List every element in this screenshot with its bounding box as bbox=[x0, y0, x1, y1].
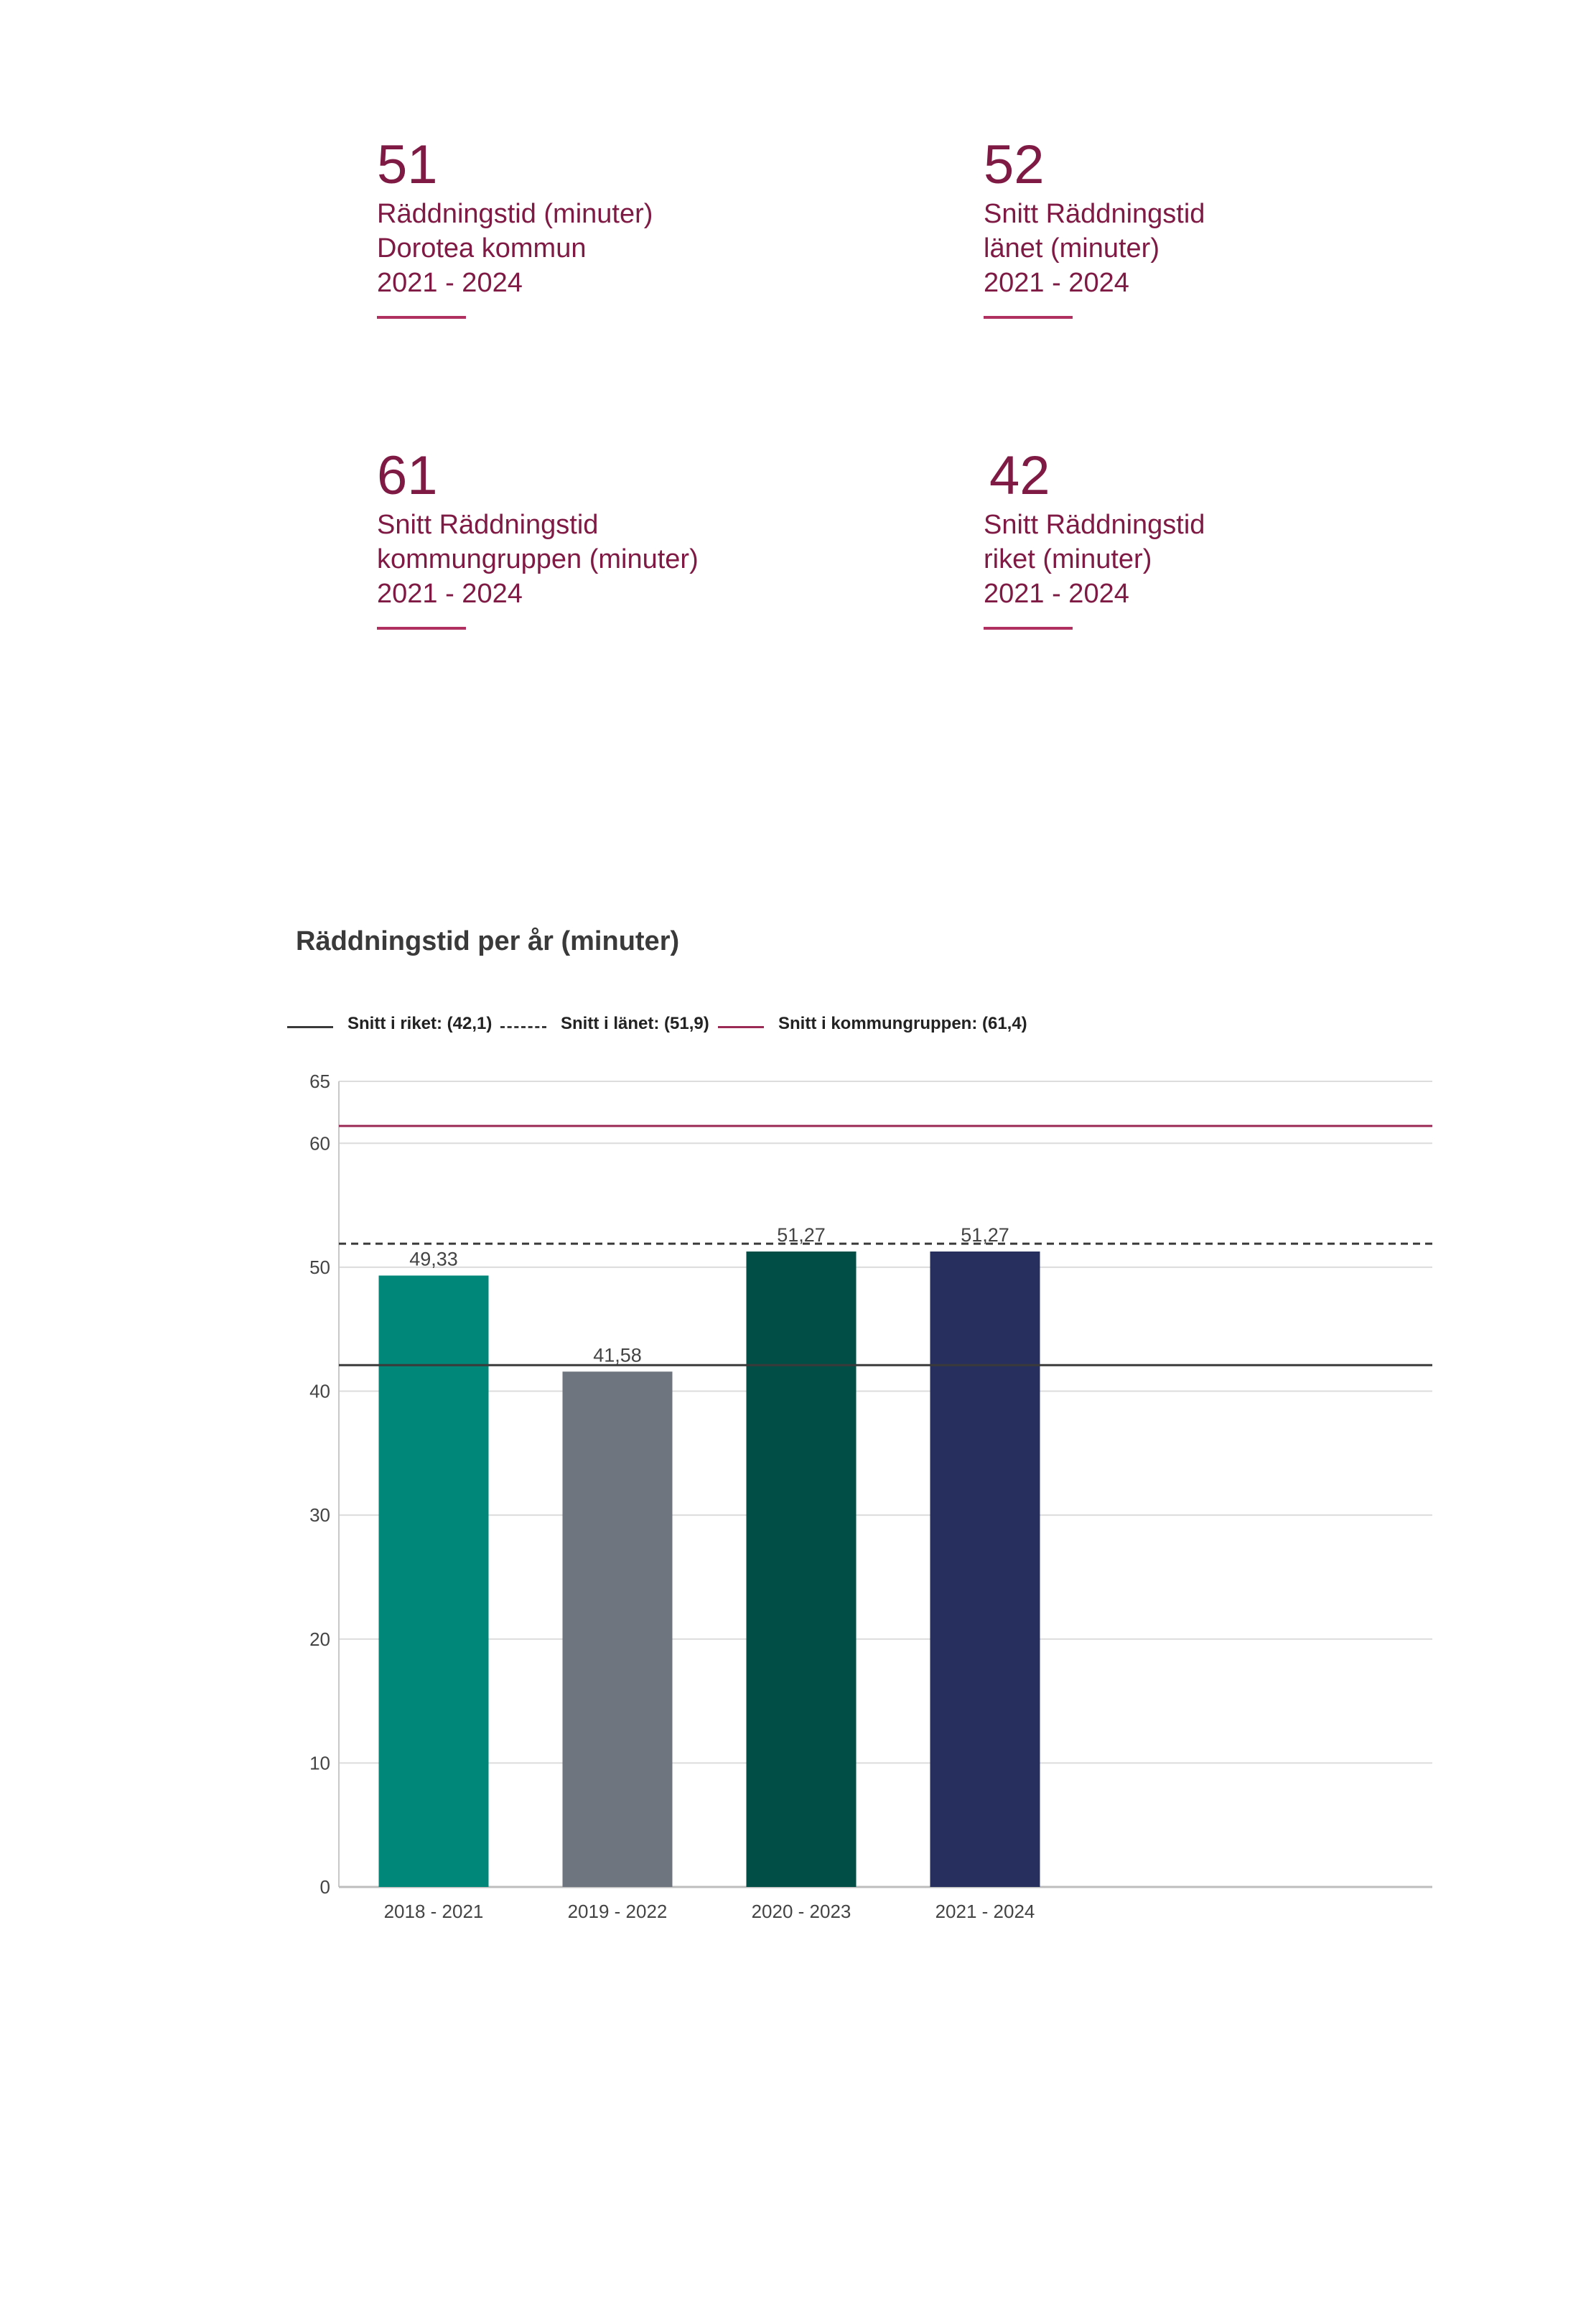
y-tick-label: 30 bbox=[309, 1504, 330, 1526]
legend-line-solid bbox=[718, 1026, 764, 1028]
bar-value-label: 51,27 bbox=[961, 1224, 1009, 1246]
y-tick-label: 10 bbox=[309, 1752, 330, 1774]
bar bbox=[378, 1275, 489, 1887]
bar-value-label: 49,33 bbox=[409, 1248, 458, 1269]
bar bbox=[930, 1252, 1040, 1887]
legend-label: Snitt i länet: (51,9) bbox=[561, 1014, 709, 1033]
y-tick-label: 20 bbox=[309, 1628, 330, 1650]
bar-value-label: 51,27 bbox=[777, 1224, 826, 1246]
legend-line-dashed bbox=[500, 1026, 546, 1028]
stat-label-line: riket (minuter) bbox=[984, 544, 1152, 574]
y-tick-label: 40 bbox=[309, 1381, 330, 1402]
y-tick-label: 65 bbox=[309, 1071, 330, 1092]
y-tick-label: 60 bbox=[309, 1132, 330, 1154]
stat-underline bbox=[377, 627, 466, 630]
stat-label-line: 2021 - 2024 bbox=[377, 579, 523, 609]
stat-label-line: kommungruppen (minuter) bbox=[377, 544, 699, 574]
x-tick-label: 2018 - 2021 bbox=[384, 1901, 484, 1922]
stat-value: 52 bbox=[984, 134, 1045, 195]
y-tick-label: 50 bbox=[309, 1257, 330, 1278]
stat-label-line: Snitt Räddningstid bbox=[984, 510, 1205, 540]
x-tick-label: 2020 - 2023 bbox=[752, 1901, 851, 1922]
x-tick-label: 2021 - 2024 bbox=[935, 1901, 1035, 1922]
stat-underline bbox=[377, 316, 466, 319]
stat-underline bbox=[984, 627, 1073, 630]
x-tick-label: 2019 - 2022 bbox=[568, 1901, 668, 1922]
stat-label-line: Snitt Räddningstid bbox=[377, 510, 599, 540]
stat-label-line: Räddningstid (minuter) bbox=[377, 199, 653, 229]
stat-label-line: Dorotea kommun bbox=[377, 233, 587, 264]
bar-value-label: 41,58 bbox=[593, 1344, 642, 1366]
stat-label-line: 2021 - 2024 bbox=[984, 579, 1129, 609]
legend-label: Snitt i riket: (42,1) bbox=[347, 1014, 493, 1033]
stat-dorotea: 51 Räddningstid (minuter) Dorotea kommun… bbox=[377, 138, 653, 319]
stat-label-line: 2021 - 2024 bbox=[377, 268, 523, 298]
stat-underline bbox=[984, 316, 1073, 319]
stat-label-line: länet (minuter) bbox=[984, 233, 1159, 264]
stat-label-line: 2021 - 2024 bbox=[984, 268, 1129, 298]
legend-line-solid bbox=[287, 1026, 333, 1028]
bar bbox=[562, 1371, 673, 1887]
chart-title: Räddningstid per år (minuter) bbox=[296, 926, 680, 956]
y-tick-label: 0 bbox=[320, 1876, 330, 1898]
stat-riket: 42 Snitt Räddningstid riket (minuter) 20… bbox=[984, 449, 1205, 630]
stat-lanet: 52 Snitt Räddningstid länet (minuter) 20… bbox=[984, 138, 1205, 319]
stat-value: 42 bbox=[989, 445, 1050, 506]
stat-value: 51 bbox=[377, 134, 438, 195]
legend-label: Snitt i kommungruppen: (61,4) bbox=[778, 1014, 1027, 1033]
stat-kommungruppen: 61 Snitt Räddningstid kommungruppen (min… bbox=[377, 449, 699, 630]
bar bbox=[746, 1252, 857, 1887]
stat-value: 61 bbox=[377, 445, 438, 506]
stat-label-line: Snitt Räddningstid bbox=[984, 199, 1205, 229]
